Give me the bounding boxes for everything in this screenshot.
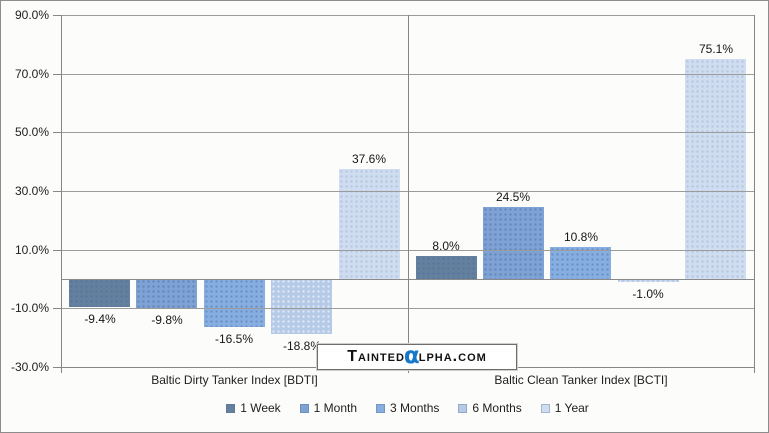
y-axis-tick <box>53 367 61 368</box>
legend-label: 1 Week <box>240 401 281 415</box>
bar-value-label: 10.8% <box>563 230 599 244</box>
bar-value-label: -16.5% <box>214 332 254 346</box>
legend-item-1-year: 1 Year <box>540 401 589 415</box>
y-axis-tick-label: -10.0% <box>10 301 49 315</box>
legend-marker <box>458 403 468 413</box>
group-divider-line <box>408 15 409 373</box>
plot-right-border <box>754 15 755 373</box>
legend-label: 1 Year <box>554 401 589 415</box>
bar-value-label: -9.8% <box>151 313 183 327</box>
zero-axis-line <box>61 279 754 280</box>
bar-3-months <box>550 247 611 279</box>
watermark-text-right: lpha.com <box>418 348 487 365</box>
watermark-text-left: Tainted <box>347 348 405 365</box>
alpha-icon: α <box>403 343 420 369</box>
legend: 1 Week 1 Month 3 Months 6 Months 1 Year <box>61 402 754 414</box>
gridline <box>61 15 754 16</box>
bar-value-label: -18.8% <box>282 339 322 353</box>
legend-label: 6 Months <box>472 401 522 415</box>
legend-item-1-week: 1 Week <box>226 401 281 415</box>
y-axis-tick <box>53 308 61 309</box>
bar-1-year <box>685 59 746 279</box>
gridline <box>61 308 754 309</box>
y-axis-tick-label: 30.0% <box>14 184 49 198</box>
bar-3-months <box>204 279 265 327</box>
y-axis-tick <box>53 250 61 251</box>
y-axis-tick-label: 90.0% <box>14 8 49 22</box>
bar-1-week <box>69 279 130 307</box>
legend-marker <box>299 403 309 413</box>
legend-marker <box>376 403 386 413</box>
bar-value-label: -1.0% <box>632 287 664 301</box>
bar-value-label: 24.5% <box>495 190 531 204</box>
category-label-bcti: Baltic Clean Tanker Index [BCTI] <box>494 373 668 387</box>
y-axis-tick-label: 10.0% <box>14 243 49 257</box>
gridline <box>61 132 754 133</box>
y-axis-tick <box>53 191 61 192</box>
y-axis-tick <box>53 15 61 16</box>
legend-label: 1 Month <box>313 401 358 415</box>
gridline <box>61 74 754 75</box>
legend-label: 3 Months <box>390 401 440 415</box>
legend-marker <box>226 403 236 413</box>
bar-value-label: 37.6% <box>351 152 387 166</box>
bar-value-label: 75.1% <box>698 42 734 56</box>
legend-item-3-months: 3 Months <box>376 402 439 414</box>
category-label-bdti: Baltic Dirty Tanker Index [BDTI] <box>151 373 318 387</box>
bar-1-month <box>483 207 544 279</box>
y-axis-tick-label: 50.0% <box>14 125 49 139</box>
y-axis-line <box>61 15 62 373</box>
bar-value-label: -9.4% <box>84 312 116 326</box>
legend-item-1-month: 1 Month <box>299 401 358 415</box>
bar-1-year <box>339 169 400 279</box>
bar-6-months <box>271 279 332 334</box>
y-axis-tick <box>53 74 61 75</box>
bar-6-months <box>618 279 679 282</box>
gridline <box>61 250 754 251</box>
y-axis-tick-label: -30.0% <box>10 360 49 374</box>
bar-value-label: 8.0% <box>432 239 460 253</box>
legend-marker <box>540 403 550 413</box>
y-axis-tick <box>53 132 61 133</box>
watermark-taintedalpha-logo: Tainted α lpha.com <box>317 344 517 370</box>
legend-item-6-months: 6 Months <box>458 401 522 415</box>
y-axis-tick-label: 70.0% <box>14 67 49 81</box>
gridline <box>61 191 754 192</box>
bar-1-month <box>136 279 197 308</box>
bar-1-week <box>416 256 477 279</box>
